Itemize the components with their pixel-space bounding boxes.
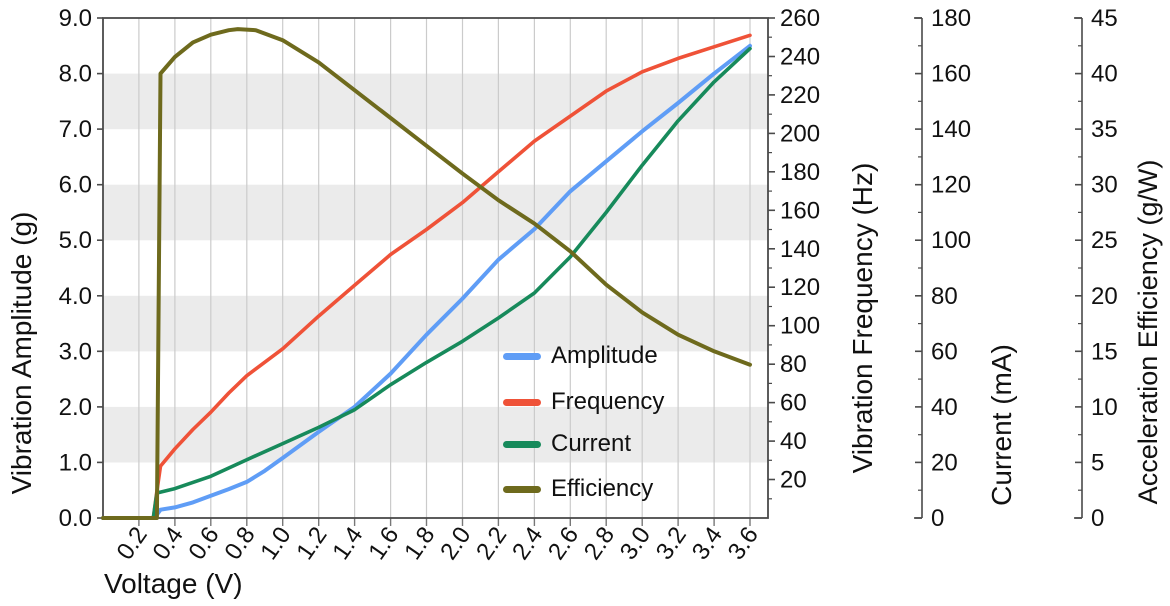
- frequency-tick-label: 260: [780, 5, 820, 32]
- efficiency-tick-label: 20: [1091, 283, 1118, 310]
- frequency-tick-label: 80: [780, 351, 807, 378]
- frequency-tick-label: 20: [780, 467, 807, 494]
- x-tick-label: 2.8: [579, 522, 620, 565]
- current-tick-label: 120: [931, 172, 971, 199]
- y-axis-title-amplitude: Vibration Amplitude (g): [6, 211, 37, 495]
- efficiency-tick-label: 25: [1091, 227, 1118, 254]
- x-tick-label: 0.4: [148, 522, 189, 565]
- amplitude-tick-label: 6.0: [59, 172, 92, 199]
- efficiency-tick-label: 5: [1091, 449, 1104, 476]
- efficiency-tick-label: 30: [1091, 172, 1118, 199]
- efficiency-tick-label: 40: [1091, 61, 1118, 88]
- frequency-tick-label: 240: [780, 44, 820, 71]
- efficiency-tick-label: 45: [1091, 5, 1118, 32]
- y-axis-title-efficiency: Acceleration Efficiency (g/W): [1133, 159, 1163, 505]
- x-tick-label: 1.8: [399, 522, 440, 565]
- current-tick-label: 0: [931, 505, 944, 532]
- frequency-tick-label: 220: [780, 82, 820, 109]
- amplitude-tick-label: 2.0: [59, 394, 92, 421]
- x-tick-label: 1.0: [255, 522, 296, 565]
- x-tick-label: 3.4: [687, 522, 728, 565]
- amplitude-tick-label: 5.0: [59, 227, 92, 254]
- x-tick-label: 1.2: [291, 522, 332, 565]
- current-tick-label: 80: [931, 283, 958, 310]
- amplitude-tick-label: 0.0: [59, 505, 92, 532]
- grid-band: [103, 184, 768, 241]
- x-tick-label: 3.2: [651, 522, 692, 565]
- current-tick-label: 20: [931, 449, 958, 476]
- efficiency-tick-label: 0: [1091, 505, 1104, 532]
- x-tick-label: 3.6: [723, 522, 764, 565]
- amplitude-tick-label: 1.0: [59, 449, 92, 476]
- x-axis-title-voltage: Voltage (V): [104, 568, 243, 599]
- x-tick-label: 0.2: [112, 522, 153, 565]
- efficiency-tick-label: 10: [1091, 394, 1118, 421]
- y-axis-title-current: Current (mA): [986, 344, 1017, 506]
- series-line-frequency: [101, 33, 752, 520]
- current-tick-label: 60: [931, 338, 958, 365]
- current-tick-label: 160: [931, 61, 971, 88]
- x-tick-label: 3.0: [615, 522, 656, 565]
- amplitude-tick-label: 3.0: [59, 338, 92, 365]
- frequency-tick-label: 200: [780, 120, 820, 147]
- x-tick-label: 1.4: [327, 522, 368, 565]
- y-axis-title-frequency: Vibration Frequency (Hz): [847, 162, 878, 474]
- x-tick-label: 1.6: [363, 522, 404, 565]
- x-tick-label: 2.4: [507, 522, 548, 565]
- x-tick-label: 0.8: [219, 522, 260, 565]
- current-tick-label: 40: [931, 394, 958, 421]
- frequency-tick-label: 140: [780, 236, 820, 263]
- frequency-tick-label: 40: [780, 428, 807, 455]
- current-tick-label: 140: [931, 116, 971, 143]
- x-tick-label: 2.6: [543, 522, 584, 565]
- series-line-current: [101, 46, 752, 520]
- amplitude-tick-label: 8.0: [59, 61, 92, 88]
- amplitude-tick-label: 7.0: [59, 116, 92, 143]
- efficiency-tick-label: 15: [1091, 338, 1118, 365]
- series-line-efficiency: [101, 27, 752, 520]
- current-tick-label: 100: [931, 227, 971, 254]
- frequency-tick-label: 180: [780, 159, 820, 186]
- frequency-tick-label: 120: [780, 274, 820, 301]
- efficiency-tick-label: 35: [1091, 116, 1118, 143]
- x-tick-label: 0.6: [183, 522, 224, 565]
- amplitude-tick-label: 9.0: [59, 5, 92, 32]
- amplitude-tick-label: 4.0: [59, 283, 92, 310]
- grid-band: [103, 406, 768, 463]
- frequency-tick-label: 160: [780, 197, 820, 224]
- frequency-tick-label: 100: [780, 313, 820, 340]
- x-tick-label: 2.2: [471, 522, 512, 565]
- current-tick-label: 180: [931, 5, 971, 32]
- frequency-tick-label: 60: [780, 390, 807, 417]
- grid-band: [103, 73, 768, 130]
- x-tick-label: 2.0: [435, 522, 476, 565]
